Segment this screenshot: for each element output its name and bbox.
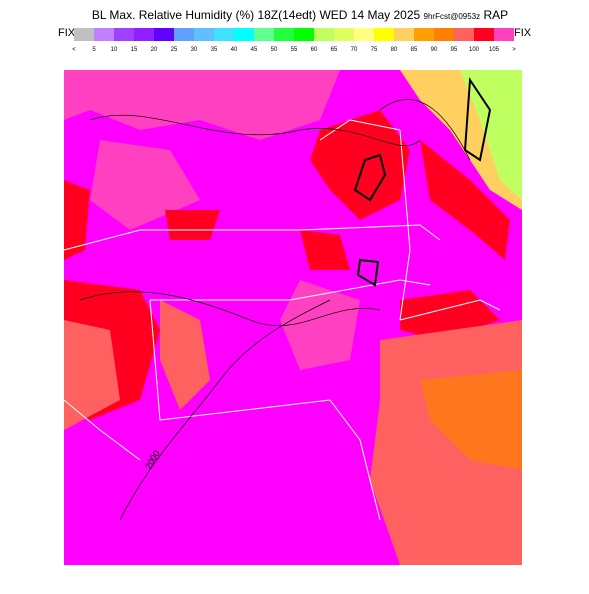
colorbar-label: < [72,47,76,53]
colorbar-swatch [434,28,454,41]
map: 2000 [63,70,522,565]
colorbar: <5 10 15 20 25 30 35 40 45 50 55 60 65 70 75 80 85 90 95 10… [72,28,516,53]
colorbar-label: 45 [251,47,258,53]
colorbar-swatch [374,28,394,41]
colorbar-label: 100 [469,47,480,53]
colorbar-swatch [254,28,274,41]
colorbar-label: > [512,47,516,53]
colorbar-label: 90 [431,47,438,53]
colorbar-swatch [294,28,314,41]
colorbar-label: 75 [371,47,378,53]
colorbar-label: 20 [151,47,158,53]
green-area [460,70,522,200]
colorbar-label: 15 [131,47,138,53]
orange-area [420,370,522,470]
colorbar-swatch [334,28,354,41]
colorbar-swatch [134,28,154,41]
contours [79,99,471,521]
colorbar-swatch [234,28,254,41]
colorbar-label: 50 [271,47,278,53]
colorbar-swatch [394,28,414,41]
boundaries [63,119,501,521]
colorbar-label: 35 [211,47,218,53]
colorbar-swatch [454,28,474,41]
fix-left: FIX [58,27,76,39]
colorbar-swatch [354,28,374,41]
colorbar-swatch [74,28,94,41]
colorbar-swatch [414,28,434,41]
colorbar-label: 40 [231,47,238,53]
bold-contours [353,77,492,287]
pink-areas [64,70,360,370]
colorbar-swatch [314,28,334,41]
fix-right: FIX [514,27,532,39]
colorbar-label: 95 [451,47,458,53]
colorbar-label: 30 [191,47,198,53]
colorbar-label: 65 [331,47,338,53]
colorbar-swatch [194,28,214,41]
colorbar-label: 80 [391,47,398,53]
colorbar-label: 60 [311,47,318,53]
colorbar-swatch [174,28,194,41]
title: BL Max. Relative Humidity (%) 18Z(14edt)… [92,8,508,22]
colorbar-label: 70 [351,47,358,53]
colorbar-swatch [214,28,234,41]
colorbar-swatch [94,28,114,41]
colorbar-label: 105 [489,47,500,53]
colorbar-label: 55 [291,47,298,53]
colorbar-swatch [474,28,494,41]
colorbar-swatch [154,28,174,41]
colorbar-swatch [274,28,294,41]
colorbar-label: 25 [171,47,178,53]
colorbar-swatch [114,28,134,41]
colorbar-swatch [494,28,514,41]
colorbar-label: 85 [411,47,418,53]
colorbar-label: 10 [111,47,118,53]
colorbar-label: 5 [92,47,96,53]
